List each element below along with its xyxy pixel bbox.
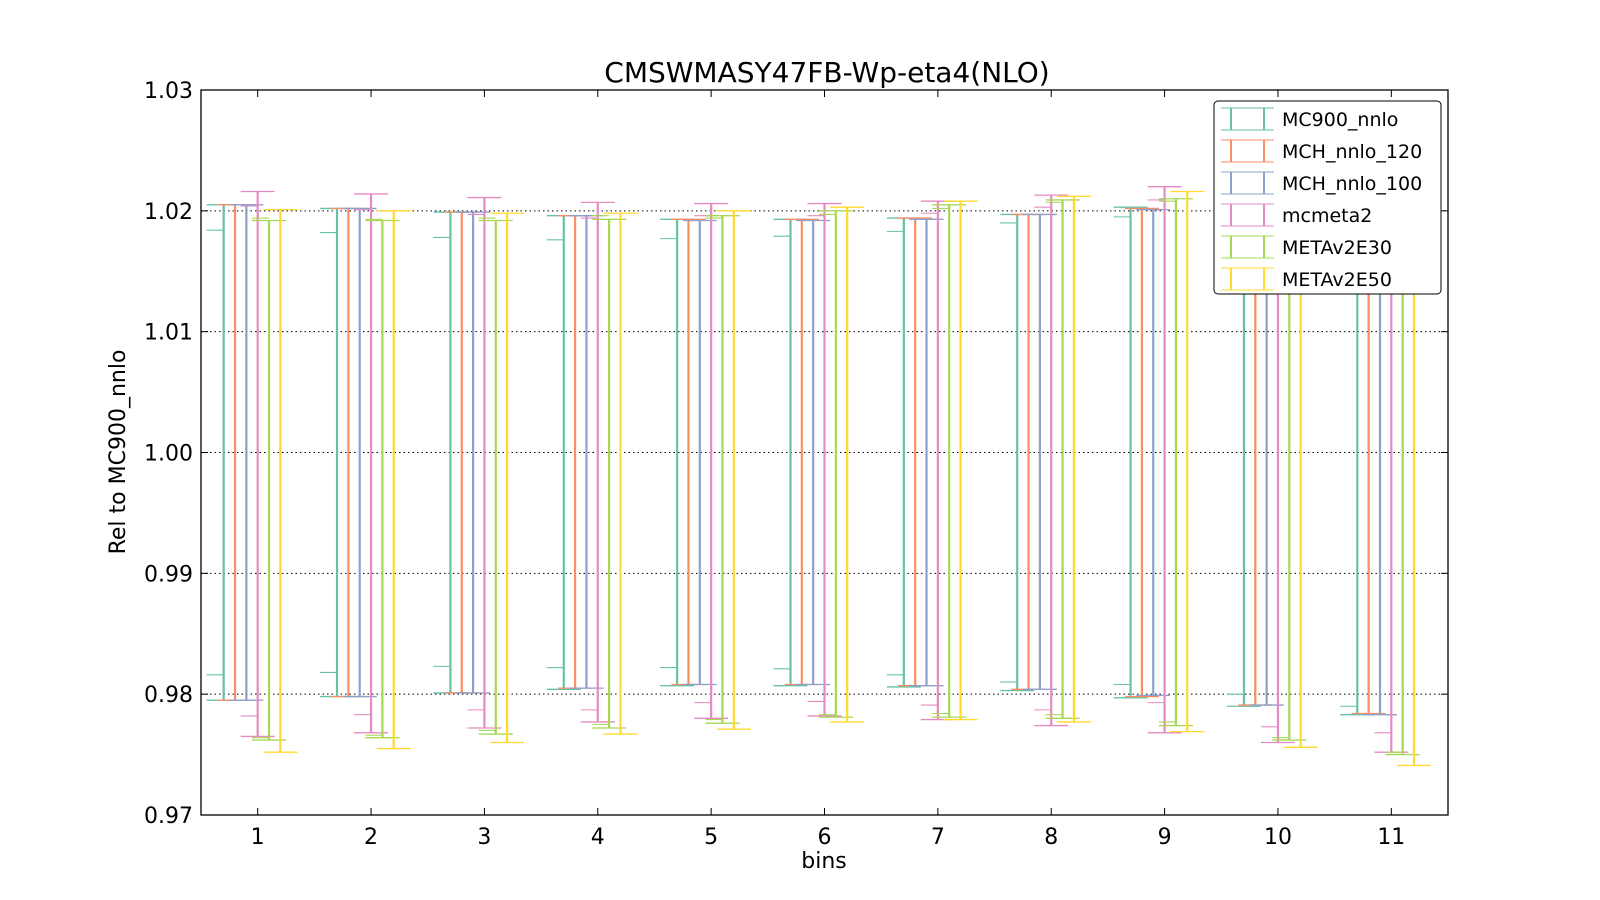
x-axis-ticks: 1 2 3 4 5 6 7 8 9 10 11	[251, 90, 1405, 850]
chart-title: CMSWMASY47FB-Wp-eta4(NLO)	[604, 56, 1049, 89]
legend-entry: MCH_nnlo_100	[1221, 171, 1422, 195]
x-tick-label: 6	[818, 825, 832, 850]
legend-entry: mcmeta2	[1221, 203, 1372, 227]
legend-label: mcmeta2	[1282, 205, 1372, 227]
x-tick-label: 4	[591, 825, 605, 850]
legend-box	[1213, 100, 1442, 295]
x-tick-label: 3	[477, 825, 491, 850]
x-tick-label: 11	[1377, 825, 1405, 850]
x-tick-label: 9	[1158, 825, 1172, 850]
legend-label: MC900_nnlo	[1282, 109, 1398, 131]
error-bars	[206, 166, 1431, 767]
x-tick-label: 8	[1044, 825, 1058, 850]
legend-entry: MCH_nnlo_120	[1221, 139, 1422, 163]
x-tick-label: 1	[251, 825, 265, 850]
y-axis-ticks: 0.97 0.98 0.99 1.00 1.01 1.02 1.03	[144, 79, 1448, 829]
legend-label: MCH_nnlo_120	[1282, 141, 1422, 163]
y-tick-label: 0.97	[144, 804, 193, 829]
y-tick-label: 1.02	[144, 200, 193, 225]
y-tick-label: 1.03	[144, 79, 193, 104]
y-tick-label: 1.01	[144, 321, 193, 346]
legend-entry: MC900_nnlo	[1221, 107, 1398, 131]
y-axis-label: Rel to MC900_nnlo	[106, 350, 131, 555]
series-METAv2E50	[263, 170, 1431, 767]
y-tick-label: 0.99	[144, 562, 193, 587]
legend: MC900_nnlo MCH_nnlo_120 MCH_nnlo_100mcmeta…	[1213, 100, 1442, 295]
y-tick-label: 0.98	[144, 683, 193, 708]
y-tick-label: 1.00	[144, 442, 193, 467]
x-tick-label: 5	[704, 825, 718, 850]
legend-entry: METAv2E30	[1221, 235, 1392, 259]
legend-label: METAv2E50	[1282, 269, 1392, 291]
x-tick-label: 10	[1264, 825, 1292, 850]
x-tick-label: 7	[931, 825, 945, 850]
x-axis-label: bins	[801, 849, 846, 874]
legend-label: METAv2E30	[1282, 237, 1392, 259]
x-tick-label: 2	[364, 825, 378, 850]
legend-label: MCH_nnlo_100	[1282, 173, 1422, 195]
legend-entry: METAv2E50	[1221, 267, 1392, 291]
